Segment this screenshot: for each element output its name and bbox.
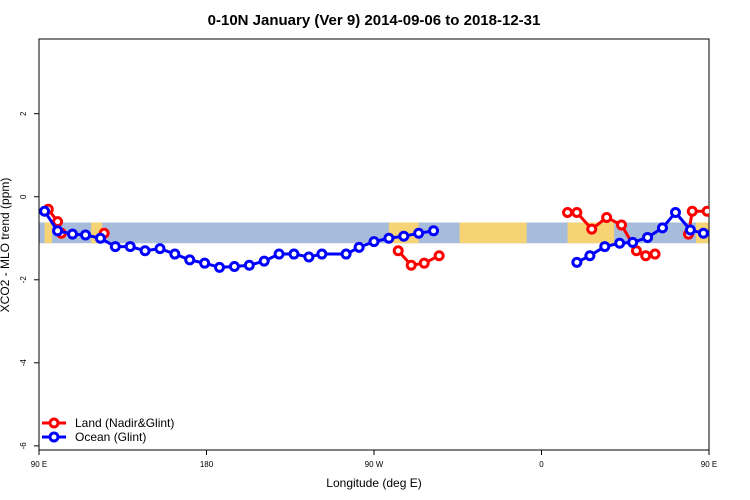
x-axis: 90 E 180 90 W 0 90 E [31,449,717,469]
y-tick-label-4: 2 [19,111,28,116]
x-tick-label-4: 90 E [701,460,717,469]
series-1-point-0-15 [258,255,270,267]
x-tick-label-2: 90 W [365,460,384,469]
series-1-point-0-3 [80,229,92,241]
series-0-point-4-4 [720,218,728,226]
series-1-point-1-6 [656,222,668,234]
series-layer [39,203,750,273]
chart-title: 0-10N January (Ver 9) 2014-09-06 to 2018… [208,12,541,29]
series-1-point-1-5 [642,231,654,243]
series-1-point-0-17 [288,248,300,260]
series-1-point-1-2 [599,241,611,253]
series-1-point-0-23 [383,232,395,244]
series-1-point-0-13 [228,261,240,273]
series-1-point-1-12 [742,236,750,244]
latitude-band [39,222,709,244]
series-0-point-2-1 [405,259,417,271]
series-1-point-0-0 [39,205,51,217]
series-0-point-3-1 [571,207,583,219]
series-1-point-0-5 [109,241,121,253]
band-ocean [39,222,709,244]
series-0-point-3-0 [562,207,574,219]
series-1-point-0-25 [413,227,425,239]
series-0-point-4-2 [701,205,709,217]
series-1-point-1-0 [571,256,583,268]
series-1-point-1-1 [584,250,596,262]
series-0-point-2-0 [392,245,404,257]
x-tick-label-1: 180 [200,460,214,469]
series-0-line-2 [397,249,440,267]
series-1-point-0-24 [398,230,410,242]
series-1-point-1-7 [670,207,681,219]
series-0-point-3-6 [640,250,652,262]
series-0-point-3-3 [601,212,613,224]
series-1-point-0-10 [184,254,196,266]
series-1-point-0-26 [428,225,440,237]
series-1-point-0-18 [303,251,315,263]
band-land-0 [44,222,53,244]
series-0-point-3-4 [616,219,628,231]
band-land-3 [459,222,527,244]
series-1-point-0-22 [368,236,380,248]
series-1-point-1-3 [614,237,626,249]
legend-marker-land [48,417,60,429]
series-1-point-0-16 [273,248,285,260]
legend-marker-ocean [48,431,60,443]
series-1-point-0-8 [154,243,166,255]
y-tick-label-1: -4 [19,359,28,367]
series-1-point-0-12 [214,261,226,273]
series-1-point-0-4 [94,232,106,244]
series-1-point-0-2 [67,228,78,240]
series-1-point-0-21 [353,241,365,253]
series-1-point-0-9 [169,248,181,260]
y-tick-label-0: -6 [19,442,28,450]
series-1-point-0-7 [139,245,151,257]
series-1-point-1-8 [684,224,696,236]
x-axis-label: Longitude (deg E) [326,476,421,490]
series-1-point-0-11 [199,257,211,269]
series-1-point-0-1 [52,225,64,237]
series-0-point-3-7 [649,248,661,260]
series-0-point-4-3 [712,205,720,213]
legend-label-land: Land (Nadir&Glint) [75,416,174,430]
series-1-point-0-20 [340,248,352,260]
series-1-point-1-9 [697,227,709,239]
y-tick-label-3: 0 [19,194,28,199]
x-tick-label-3: 0 [539,460,544,469]
series-1-point-1-10 [714,232,722,240]
series-1-point-1-11 [729,234,737,242]
band-land-1 [91,222,103,244]
series-1 [39,205,750,273]
series-1-point-0-19 [316,248,328,260]
series-1-point-0-14 [243,259,255,271]
legend: Land (Nadir&Glint) Ocean (Glint) [42,416,174,444]
y-tick-label-2: -2 [19,276,28,284]
y-axis: -6 -4 -2 0 2 [19,111,40,450]
series-1-point-0-6 [124,241,136,253]
series-0-point-4-1 [686,205,698,217]
series-0-point-3-5 [630,245,642,257]
series-0-point-2-3 [433,250,445,262]
y-axis-label: XCO2 - MLO trend (ppm) [0,178,12,313]
series-0-point-2-2 [418,257,430,269]
x-tick-label-0: 90 E [31,460,47,469]
series-1-point-1-4 [627,236,639,248]
series-0-point-3-2 [586,223,598,235]
legend-label-ocean: Ocean (Glint) [75,430,146,444]
